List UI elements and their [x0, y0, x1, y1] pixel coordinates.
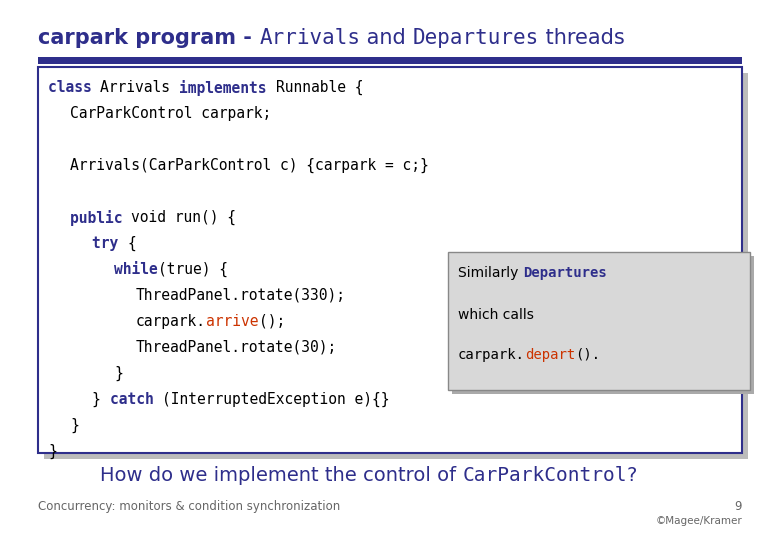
- Text: (true) {: (true) {: [158, 262, 228, 277]
- FancyBboxPatch shape: [44, 73, 748, 459]
- Text: threads: threads: [539, 28, 625, 48]
- Text: Departures: Departures: [523, 266, 607, 280]
- Text: ().: ().: [576, 348, 601, 362]
- Text: Concurrency: monitors & condition synchronization: Concurrency: monitors & condition synchr…: [38, 500, 340, 513]
- Text: How do we implement the control of: How do we implement the control of: [100, 466, 463, 485]
- Text: implements: implements: [179, 80, 275, 96]
- Text: {: {: [127, 236, 136, 251]
- FancyBboxPatch shape: [448, 252, 750, 390]
- Text: }: }: [48, 444, 57, 459]
- Text: and: and: [360, 28, 413, 48]
- Text: catch: catch: [109, 392, 162, 407]
- FancyBboxPatch shape: [38, 67, 742, 453]
- Text: carpark program -: carpark program -: [38, 28, 259, 48]
- Text: ThreadPanel.rotate(330);: ThreadPanel.rotate(330);: [136, 288, 346, 303]
- Text: }: }: [92, 392, 109, 407]
- Text: which calls: which calls: [458, 308, 534, 322]
- Text: ?: ?: [627, 466, 637, 485]
- Text: 9: 9: [735, 500, 742, 513]
- Text: ThreadPanel.rotate(30);: ThreadPanel.rotate(30);: [136, 340, 337, 355]
- Text: Arrivals: Arrivals: [101, 80, 179, 95]
- FancyBboxPatch shape: [452, 256, 754, 394]
- Text: Departures: Departures: [413, 28, 539, 48]
- Text: try: try: [92, 236, 127, 251]
- Text: }: }: [114, 366, 122, 381]
- Bar: [38, 57, 742, 64]
- Text: Runnable {: Runnable {: [275, 80, 363, 95]
- Text: void run() {: void run() {: [131, 210, 236, 225]
- Text: ©Magee/Kramer: ©Magee/Kramer: [655, 516, 742, 526]
- Text: (InterruptedException e){}: (InterruptedException e){}: [162, 392, 389, 407]
- Text: arrive: arrive: [206, 314, 258, 329]
- Text: class: class: [48, 80, 101, 95]
- Text: CarParkControl carpark;: CarParkControl carpark;: [70, 106, 271, 121]
- Text: CarParkControl: CarParkControl: [463, 466, 627, 485]
- Text: Arrivals: Arrivals: [259, 28, 360, 48]
- Text: Similarly: Similarly: [458, 266, 523, 280]
- Text: carpark.: carpark.: [136, 314, 206, 329]
- Text: depart: depart: [525, 348, 576, 362]
- Text: carpark.: carpark.: [458, 348, 525, 362]
- Text: while: while: [114, 262, 158, 277]
- Text: public: public: [70, 210, 131, 226]
- Text: Arrivals(CarParkControl c) {carpark = c;}: Arrivals(CarParkControl c) {carpark = c;…: [70, 158, 429, 173]
- Text: ();: ();: [258, 314, 285, 329]
- Text: }: }: [70, 418, 79, 433]
